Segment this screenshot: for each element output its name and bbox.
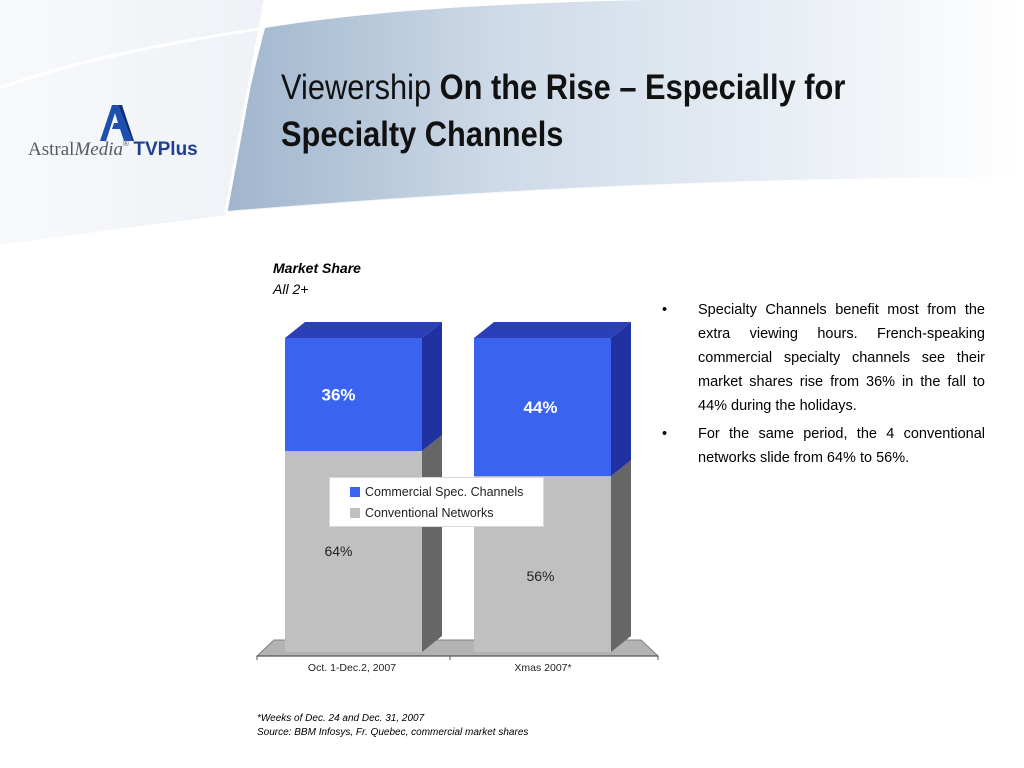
logo-wordmark: AstralMedia® TVPlus: [28, 139, 198, 160]
bullet-dot: •: [662, 302, 668, 318]
title-normal: Viewership: [281, 68, 440, 107]
legend-item-conventional: Conventional Networks: [350, 503, 543, 524]
footnote-source: Source: BBM Infosys, Fr. Quebec, commerc…: [257, 727, 529, 738]
bar-top-face: [474, 322, 631, 338]
footnotes: *Weeks of Dec. 24 and Dec. 31, 2007 Sour…: [257, 712, 528, 740]
title-bold-line1: On the Rise – Especially for: [439, 68, 846, 107]
legend-label-specialty: Commercial Spec. Channels: [365, 485, 524, 499]
astral-a-logo-mark-icon: [100, 105, 134, 141]
bullet-text: For the same period, the 4 conventional …: [698, 426, 985, 466]
chart-title: Market Share: [273, 260, 361, 276]
footnote-weeks: *Weeks of Dec. 24 and Dec. 31, 2007: [257, 713, 425, 724]
data-label: 56%: [526, 568, 554, 584]
bullet-item: • For the same period, the 4 conventional…: [662, 422, 985, 470]
slide-title: Viewership On the Rise – Especially for …: [281, 64, 897, 158]
bar-segment-conventional-side: [611, 460, 631, 652]
bullet-list: • Specialty Channels benefit most from th…: [662, 298, 985, 474]
bullet-item: • Specialty Channels benefit most from th…: [662, 298, 985, 418]
title-bold-line2: Specialty Channels: [281, 115, 564, 154]
astral-media-tvplus-logo: AstralMedia® TVPlus: [28, 103, 218, 165]
chart-subtitle: All 2+: [273, 281, 309, 297]
bullet-dot: •: [662, 426, 668, 442]
x-tick-label: Xmas 2007*: [514, 662, 571, 674]
bar-segment-specialty-side: [422, 322, 442, 452]
bar-segment-conventional-side: [422, 435, 442, 652]
bullet-text: Specialty Channels benefit most from the…: [698, 302, 985, 414]
bar-segment-specialty: [285, 338, 422, 452]
chart-legend: Commercial Spec. Channels Conventional N…: [329, 477, 544, 527]
legend-swatch-specialty: [350, 487, 360, 497]
bar-top-face: [285, 322, 442, 338]
bar-segment-specialty: [474, 338, 611, 477]
x-tick-label: Oct. 1-Dec.2, 2007: [308, 662, 396, 674]
chart-caption: Market Share All 2+: [273, 258, 361, 300]
data-label: 64%: [324, 543, 352, 559]
data-label: 36%: [321, 386, 355, 405]
legend-item-specialty: Commercial Spec. Channels: [350, 482, 543, 503]
legend-swatch-conventional: [350, 508, 360, 518]
bar-segment-specialty-side: [611, 322, 631, 477]
data-label: 44%: [523, 398, 557, 417]
legend-label-conventional: Conventional Networks: [365, 506, 494, 520]
